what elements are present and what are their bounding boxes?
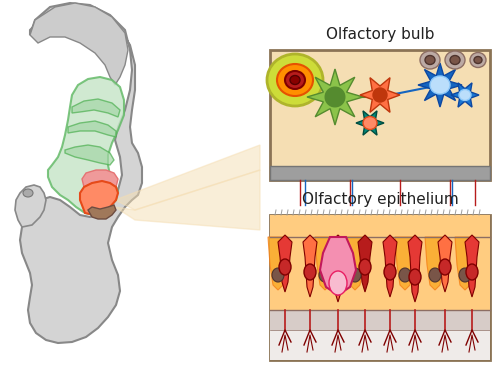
Ellipse shape [365,118,375,128]
Polygon shape [303,235,317,297]
Ellipse shape [432,77,448,93]
Ellipse shape [23,189,33,197]
Ellipse shape [474,57,482,63]
Polygon shape [315,237,335,290]
Polygon shape [307,69,363,125]
Ellipse shape [373,88,387,102]
Polygon shape [20,3,142,343]
Polygon shape [465,235,479,297]
Ellipse shape [466,264,478,280]
Polygon shape [115,145,260,210]
Polygon shape [358,235,372,292]
Ellipse shape [304,264,316,280]
Ellipse shape [460,90,470,100]
Polygon shape [270,330,490,360]
Polygon shape [408,235,422,302]
Ellipse shape [450,56,460,64]
Ellipse shape [384,264,396,280]
Polygon shape [80,181,118,215]
Ellipse shape [445,51,465,69]
Ellipse shape [470,53,486,68]
Polygon shape [270,166,490,180]
Polygon shape [425,237,445,290]
Polygon shape [278,235,292,292]
Ellipse shape [332,269,344,285]
Polygon shape [455,237,475,290]
Ellipse shape [420,51,440,69]
Polygon shape [270,310,490,330]
Polygon shape [438,235,452,292]
Polygon shape [82,170,118,187]
Polygon shape [345,237,365,290]
Polygon shape [270,237,490,310]
Ellipse shape [399,268,411,282]
Polygon shape [395,237,415,290]
Polygon shape [331,235,345,302]
Ellipse shape [319,268,331,282]
FancyBboxPatch shape [270,50,490,180]
Polygon shape [65,145,114,165]
Ellipse shape [459,268,471,282]
Polygon shape [383,235,397,297]
Polygon shape [320,237,356,295]
Polygon shape [270,215,490,237]
Polygon shape [15,185,46,227]
Polygon shape [115,170,260,230]
Polygon shape [268,237,288,290]
Polygon shape [360,78,400,112]
Polygon shape [418,63,462,107]
Polygon shape [356,111,384,135]
Ellipse shape [459,90,471,101]
Ellipse shape [425,56,435,64]
Ellipse shape [409,269,421,285]
Ellipse shape [285,71,305,89]
Ellipse shape [267,54,323,106]
Ellipse shape [429,268,441,282]
Polygon shape [72,99,120,117]
Ellipse shape [363,117,377,129]
Polygon shape [451,83,479,107]
Ellipse shape [290,75,300,84]
Polygon shape [68,121,116,137]
Ellipse shape [277,64,313,96]
Text: Olfactory bulb: Olfactory bulb [326,27,434,42]
Ellipse shape [279,259,291,275]
Ellipse shape [430,76,450,94]
FancyBboxPatch shape [270,215,490,360]
Polygon shape [48,77,124,215]
Ellipse shape [325,87,345,107]
Polygon shape [88,205,116,219]
Ellipse shape [439,259,451,275]
Ellipse shape [329,271,347,295]
Polygon shape [30,3,128,85]
Ellipse shape [272,268,284,282]
Ellipse shape [359,259,371,275]
Text: Olfactory epithelium: Olfactory epithelium [302,192,458,207]
Ellipse shape [349,268,361,282]
